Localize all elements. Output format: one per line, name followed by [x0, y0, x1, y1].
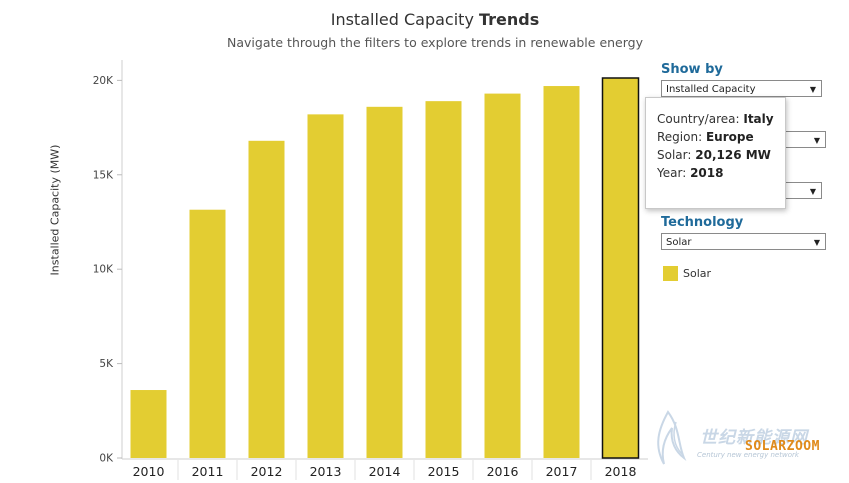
chevron-down-icon: ▼ [813, 136, 820, 145]
legend-label: Solar [683, 267, 712, 280]
chevron-down-icon: ▼ [809, 187, 816, 196]
bar-2014 [366, 106, 403, 458]
bar-2015 [425, 101, 462, 458]
x-tick-label: 2012 [251, 464, 283, 479]
tooltip: Country/area: Italy Region: Europe Solar… [645, 97, 786, 209]
tooltip-country: Country/area: Italy [657, 112, 774, 126]
chart-subtitle: Navigate through the filters to explore … [227, 35, 643, 50]
watermark-flame-icon [657, 410, 687, 465]
y-tick-label: 20K [93, 75, 114, 87]
title-bold: Trends [479, 10, 540, 29]
legend-swatch [663, 266, 678, 281]
bar-2010 [130, 390, 167, 458]
tooltip-solar: Solar: 20,126 MW [657, 148, 771, 162]
show-by-value: Installed Capacity [666, 84, 756, 95]
show-by-heading: Show by [661, 62, 723, 77]
chart-title: Installed Capacity Trends [0, 10, 849, 29]
watermark-logo: SOLARZOOM [745, 439, 820, 454]
technology-heading: Technology [661, 215, 744, 230]
watermark-en: Century new energy network [697, 451, 799, 459]
bar-2016 [484, 93, 521, 458]
y-tick-label: 0K [99, 453, 114, 465]
x-tick-label: 2011 [192, 464, 224, 479]
watermark-cn: 世纪新能源网 [700, 428, 808, 448]
technology-value: Solar [666, 237, 692, 248]
bar-2011 [189, 209, 226, 458]
chevron-down-icon: ▼ [813, 238, 820, 247]
chevron-down-icon: ▼ [809, 85, 816, 94]
y-tick-label: 10K [93, 264, 114, 276]
bar-2013 [307, 114, 344, 458]
y-tick-label: 5K [99, 358, 114, 370]
tooltip-region: Region: Europe [657, 130, 754, 144]
bar-2018 [601, 77, 640, 459]
tooltip-year: Year: 2018 [657, 166, 724, 180]
x-tick-label: 2013 [310, 464, 342, 479]
technology-select[interactable]: Solar ▼ [661, 233, 826, 250]
y-tick-label: 15K [93, 169, 114, 181]
x-tick-label: 2017 [546, 464, 578, 479]
bar-2017 [543, 86, 580, 458]
bar-2012 [248, 140, 285, 458]
x-tick-label: 2018 [605, 464, 637, 479]
show-by-select[interactable]: Installed Capacity ▼ [661, 80, 822, 97]
x-tick-label: 2010 [133, 464, 165, 479]
x-tick-label: 2016 [487, 464, 519, 479]
title-plain: Installed Capacity [330, 10, 474, 29]
x-tick-label: 2015 [428, 464, 460, 479]
x-tick-label: 2014 [369, 464, 401, 479]
